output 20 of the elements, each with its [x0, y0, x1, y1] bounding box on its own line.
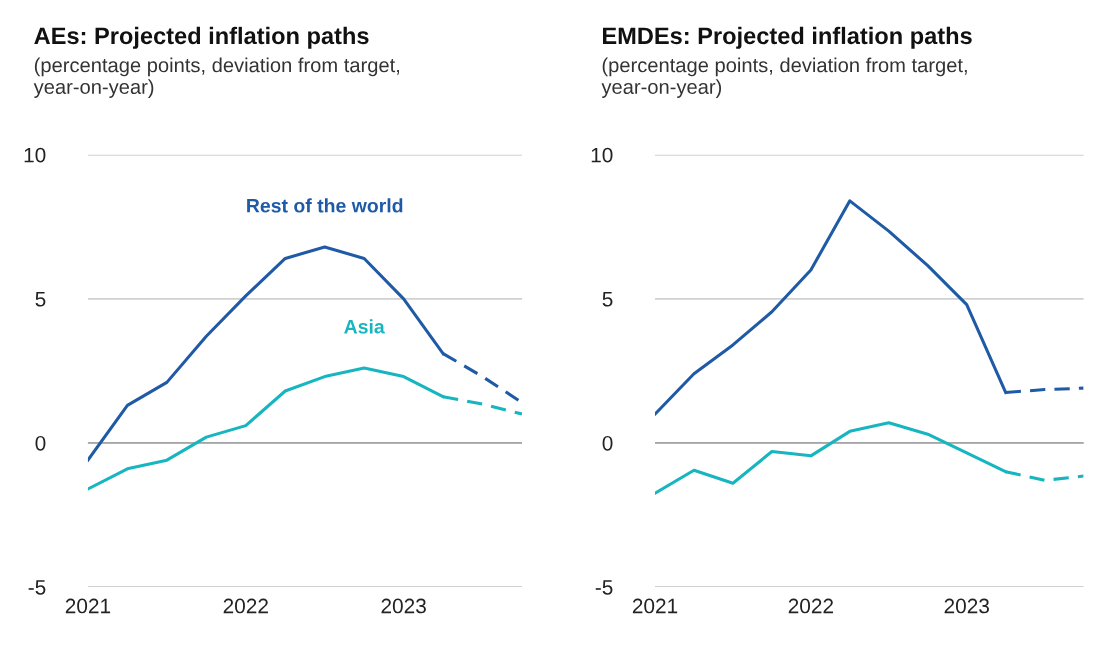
y-tick-label: 5: [35, 292, 46, 307]
x-tick-label: 2022: [223, 598, 268, 614]
series-label: Asia: [344, 319, 385, 334]
chart-subtitle: (percentage points, deviation from target, year-on-year): [601, 57, 967, 98]
text: Rest of the world: [247, 198, 403, 213]
y-tick-label: 10: [591, 147, 613, 163]
y-tick-label: 5: [602, 292, 613, 307]
y-tick-label: -5: [28, 580, 46, 595]
y-tick-label: 0: [602, 435, 613, 451]
chart-subtitle: (percentage points, deviation from target, year-on-year): [33, 57, 400, 98]
x-tick-label: 2021: [65, 598, 111, 614]
chart-title: EMDEs: Projected inflation paths: [603, 26, 972, 49]
y-tick-label: -5: [595, 580, 613, 595]
x-tick-label: 2023: [381, 598, 426, 614]
y-tick-label: 10: [24, 147, 46, 163]
x-tick-label: 2022: [788, 598, 833, 614]
y-tick-label: 0: [35, 435, 46, 451]
chart-title: AEs: Projected inflation paths: [34, 26, 369, 49]
x-tick-label: 2021: [632, 598, 678, 614]
x-tick-label: 2023: [944, 598, 989, 614]
